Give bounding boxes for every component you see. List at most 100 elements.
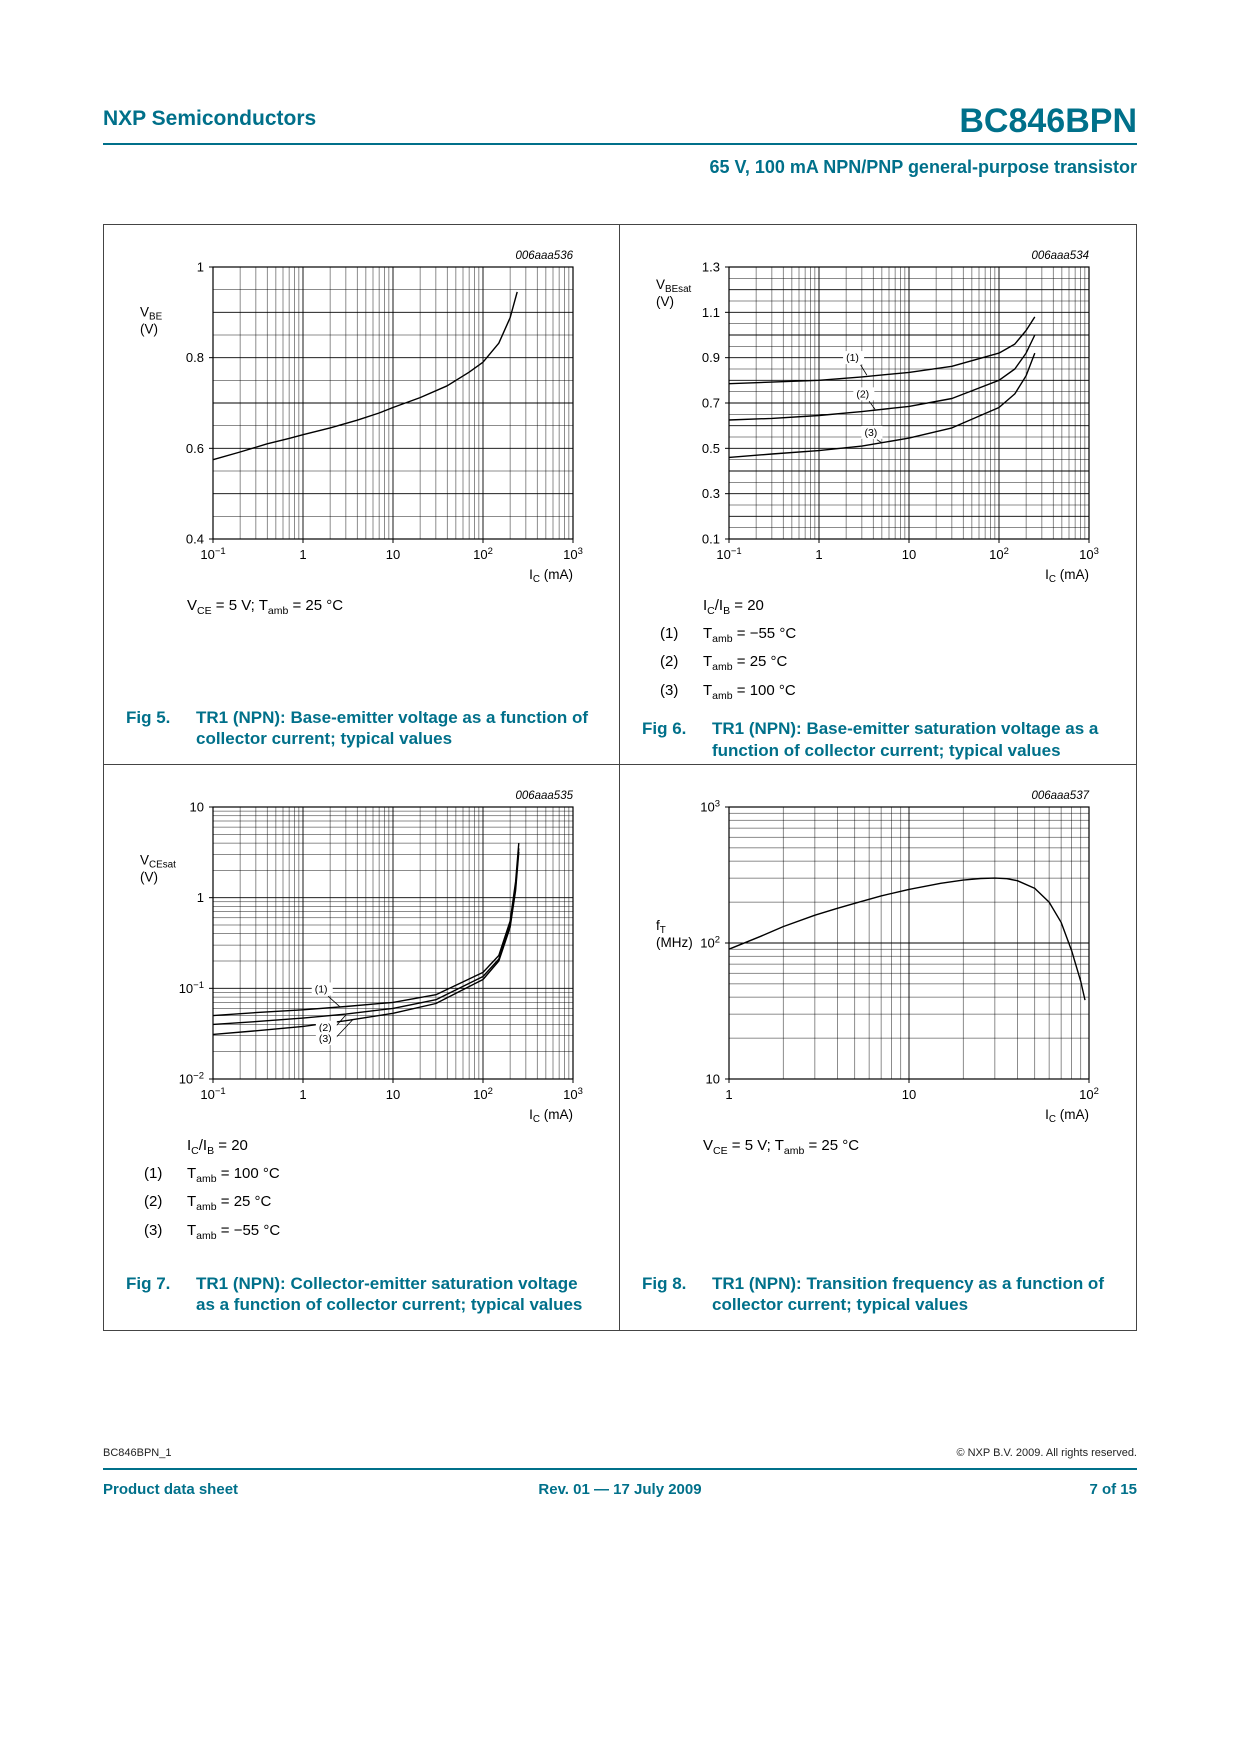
condition-line: VCE = 5 V; Tamb = 25 °C: [187, 597, 344, 617]
condition-line-numbered: (2) Tamb = 25 °C: [660, 651, 1124, 675]
svg-text:(1): (1): [315, 983, 328, 995]
svg-text:VBEsat: VBEsat: [656, 277, 692, 295]
svg-text:10: 10: [902, 547, 916, 562]
figure-number: Fig 8.: [642, 1273, 687, 1293]
doc-id: BC846BPN_1: [103, 1447, 172, 1459]
svg-text:(2): (2): [319, 1022, 332, 1034]
condition-number: (3): [144, 1221, 163, 1239]
svg-text:10: 10: [386, 547, 400, 562]
doc-subtitle: 65 V, 100 mA NPN/PNP general-purpose tra…: [709, 157, 1138, 177]
svg-text:IC (mA): IC (mA): [1045, 567, 1089, 585]
svg-text:1: 1: [197, 260, 204, 275]
svg-text:(3): (3): [864, 427, 877, 439]
svg-text:IC (mA): IC (mA): [529, 567, 573, 585]
svg-text:102: 102: [700, 935, 720, 951]
page-header: NXP Semiconductors BC846BPN 65 V, 100 mA…: [103, 104, 1137, 178]
condition-text: Tamb = 25 °C: [703, 653, 788, 674]
condition-line: IC/IB = 20: [703, 597, 764, 617]
figure-cell-fig5: 10−1 1 10 102 103 0.4 0.6 0.8 1 IC (mA) VBE (V) 006a…: [104, 225, 620, 765]
svg-text:0.7: 0.7: [702, 396, 720, 411]
svg-text:103: 103: [1079, 546, 1099, 562]
condition-text: Tamb = −55 °C: [187, 1221, 281, 1242]
figure-cell-fig8: 1 10 102 10 102 103 IC (mA) fT (MHz) 006aaa537 VC…: [620, 765, 1136, 1330]
fig8-conditions: VCE = 5 V; Tamb = 25 °C: [632, 1135, 1124, 1163]
condition-number: (2): [144, 1193, 163, 1211]
fig7-caption: Fig 7. TR1 (NPN): Collector-emitter satu…: [116, 1263, 607, 1319]
svg-text:10: 10: [190, 800, 204, 815]
svg-text:102: 102: [473, 1086, 493, 1102]
fig7-conditions: IC/IB = 20 (1) Tamb = 100 °C (2) Tamb = 25 °…: [116, 1135, 607, 1248]
svg-text:0.5: 0.5: [702, 441, 720, 456]
svg-text:0.8: 0.8: [186, 350, 204, 365]
figure-title: TR1 (NPN): Base-emitter voltage as a fun…: [196, 707, 589, 749]
svg-text:0.6: 0.6: [186, 441, 204, 456]
condition-number: (3): [660, 681, 679, 699]
condition-number: (1): [660, 625, 679, 643]
fig5-caption: Fig 5. TR1 (NPN): Base-emitter voltage a…: [116, 697, 607, 753]
condition-line-numbered: (2) Tamb = 25 °C: [144, 1191, 607, 1215]
svg-text:(V): (V): [140, 321, 158, 336]
fig6-caption: Fig 6. TR1 (NPN): Base-emitter saturatio…: [632, 708, 1124, 764]
condition-number: (2): [660, 653, 679, 671]
footer-rule: [103, 1468, 1137, 1470]
figure-cell-fig7: 10−1 1 10 102 103 10−2 10−1 1 10 IC (mA) VCEsat (V)…: [104, 765, 620, 1330]
figure-number: Fig 7.: [126, 1273, 171, 1293]
page-footer: BC846BPN_1 © NXP B.V. 2009. All rights r…: [103, 1447, 1137, 1498]
condition-text: Tamb = 100 °C: [187, 1165, 280, 1186]
svg-text:IC (mA): IC (mA): [1045, 1107, 1089, 1125]
svg-text:102: 102: [1079, 1086, 1099, 1102]
svg-text:10−1: 10−1: [716, 546, 741, 562]
fig5-chart: 10−1 1 10 102 103 0.4 0.6 0.8 1 IC (mA) VBE(V) 006a…: [140, 250, 583, 585]
figure-title: TR1 (NPN): Base-emitter saturation volta…: [712, 718, 1099, 760]
svg-text:102: 102: [989, 546, 1009, 562]
svg-text:(V): (V): [140, 870, 158, 885]
svg-text:1.1: 1.1: [702, 305, 720, 320]
svg-text:103: 103: [563, 546, 583, 562]
svg-text:(V): (V): [656, 294, 674, 309]
svg-text:102: 102: [473, 546, 493, 562]
fig5-conditions: VCE = 5 V; Tamb = 25 °C: [116, 595, 607, 623]
condition-line-numbered: (1) Tamb = 100 °C: [144, 1163, 607, 1187]
svg-text:1.3: 1.3: [702, 260, 720, 275]
figure-title: TR1 (NPN): Collector-emitter saturation …: [196, 1273, 583, 1315]
svg-text:10−1: 10−1: [179, 980, 204, 996]
svg-text:006aaa536: 006aaa536: [515, 250, 573, 262]
figure-number: Fig 5.: [126, 707, 171, 727]
characteristics-figure-grid: 10−1 1 10 102 103 0.4 0.6 0.8 1 IC (mA) VBE (V) 006a…: [103, 224, 1137, 1331]
svg-text:10: 10: [706, 1072, 720, 1087]
condition-text: Tamb = −55 °C: [703, 625, 797, 646]
svg-text:(2): (2): [856, 388, 869, 400]
svg-text:1: 1: [299, 547, 306, 562]
svg-text:103: 103: [700, 799, 720, 815]
fig6-conditions: IC/IB = 20 (1) Tamb = −55 °C (2) Tamb = 25 °…: [632, 595, 1124, 708]
fig6-chart: 10−1 1 10 102 103 0.1 0.3 0.5 0.7 0.9 1.1 1.3 IC (mA…: [656, 250, 1099, 585]
fig8-chart: 1 10 102 10 102 103 IC (mA) fT(MHz) 006aaa537: [656, 790, 1099, 1125]
publisher-name: NXP Semiconductors: [103, 107, 317, 130]
svg-text:VCEsat: VCEsat: [140, 853, 176, 871]
condition-line: VCE = 5 V; Tamb = 25 °C: [703, 1137, 860, 1157]
svg-text:0.3: 0.3: [702, 486, 720, 501]
page-number: 7 of 15: [1089, 1481, 1137, 1498]
svg-text:1: 1: [815, 547, 822, 562]
svg-text:10−1: 10−1: [200, 1086, 225, 1102]
doc-type: Product data sheet: [103, 1481, 239, 1498]
svg-text:10−2: 10−2: [179, 1071, 204, 1087]
svg-text:1: 1: [725, 1087, 732, 1102]
svg-text:006aaa534: 006aaa534: [1031, 250, 1089, 262]
svg-text:1: 1: [299, 1087, 306, 1102]
condition-line-numbered: (3) Tamb = 100 °C: [660, 680, 1124, 704]
condition-line-numbered: (3) Tamb = −55 °C: [144, 1220, 607, 1244]
svg-text:0.4: 0.4: [186, 532, 204, 547]
header-rule: [103, 143, 1137, 145]
condition-line-numbered: (1) Tamb = −55 °C: [660, 623, 1124, 647]
figure-title: TR1 (NPN): Transition frequency as a fun…: [712, 1273, 1104, 1315]
svg-text:0.1: 0.1: [702, 532, 720, 547]
fig8-caption: Fig 8. TR1 (NPN): Transition frequency a…: [632, 1263, 1124, 1319]
svg-text:006aaa535: 006aaa535: [515, 790, 573, 802]
condition-line: IC/IB = 20: [187, 1137, 248, 1157]
svg-text:IC (mA): IC (mA): [529, 1107, 573, 1125]
svg-text:10: 10: [902, 1087, 916, 1102]
svg-text:103: 103: [563, 1086, 583, 1102]
